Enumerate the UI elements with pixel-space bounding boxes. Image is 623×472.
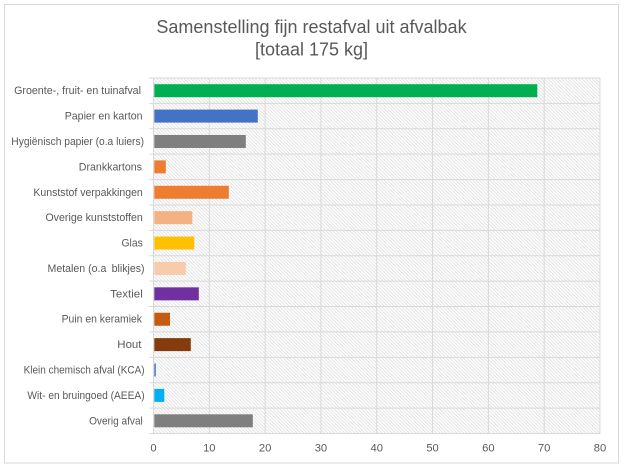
svg-text:30: 30 <box>315 443 327 455</box>
svg-text:Metalen (o.a blikjes): Metalen (o.a blikjes) <box>48 263 145 275</box>
svg-text:Drankkartons: Drankkartons <box>79 161 143 173</box>
svg-text:60: 60 <box>482 443 494 455</box>
svg-text:Klein chemisch afval (KCA): Klein chemisch afval (KCA) <box>24 365 145 377</box>
svg-text:Papier en karton: Papier en karton <box>65 111 143 123</box>
svg-text:70: 70 <box>538 443 550 455</box>
svg-text:Hout: Hout <box>117 339 142 351</box>
svg-text:80: 80 <box>594 443 606 455</box>
svg-text:10: 10 <box>203 443 215 455</box>
svg-text:Kunststof verpakkingen: Kunststof verpakkingen <box>33 187 142 199</box>
svg-text:Samenstelling fijn restafval u: Samenstelling fijn restafval uit afvalba… <box>156 17 467 37</box>
svg-text:Overig afval: Overig afval <box>89 415 143 427</box>
svg-text:Textiel: Textiel <box>110 288 143 300</box>
svg-text:Groente-, fruit- en tuinafval: Groente-, fruit- en tuinafval <box>14 85 141 97</box>
svg-text:40: 40 <box>371 443 383 455</box>
svg-text:Hygiënisch papier (o.a luiers): Hygiënisch papier (o.a luiers) <box>11 136 144 148</box>
svg-text:Puin en keramiek: Puin en keramiek <box>62 314 143 326</box>
svg-text:[totaal 175 kg]: [totaal 175 kg] <box>255 40 368 60</box>
svg-text:Overige kunststoffen: Overige kunststoffen <box>45 212 142 224</box>
svg-text:50: 50 <box>426 443 438 455</box>
svg-text:20: 20 <box>259 443 271 455</box>
svg-text:0: 0 <box>150 443 156 455</box>
svg-text:Wit- en bruingoed (AEEA): Wit- en bruingoed (AEEA) <box>27 390 144 402</box>
svg-text:Glas: Glas <box>122 238 144 250</box>
